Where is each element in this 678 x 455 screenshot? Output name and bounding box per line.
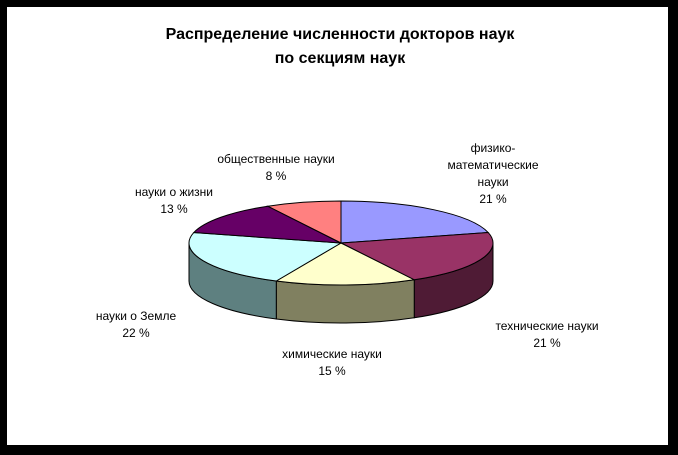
slice-percent: 8 %	[266, 169, 287, 183]
chart-title-line-2: по секциям наук	[275, 50, 406, 67]
slice-label-3: науки о Земле 22 %	[96, 309, 177, 340]
slice-label-line: математические	[447, 158, 538, 172]
slice-label-0: физико-математические науки 21 %	[447, 141, 538, 206]
pie-slice-4	[192, 205, 342, 244]
slice-percent: 21 %	[479, 192, 507, 206]
slice-label-5: общественные науки 8 %	[217, 152, 334, 183]
slice-percent: 15 %	[318, 364, 346, 378]
slice-label-line: науки	[477, 175, 508, 189]
pie-chart: Распределение численности докторов наук …	[96, 26, 599, 378]
slice-label-line: общественные науки	[217, 152, 334, 166]
slice-label-1: технические науки 21 %	[495, 319, 598, 350]
slice-label-4: науки о жизни 13 %	[135, 185, 213, 216]
slice-percent: 13 %	[160, 202, 188, 216]
pie-slice-5	[266, 200, 342, 244]
pie-slice-0	[340, 200, 490, 244]
chart-title-line-1: Распределение численности докторов наук	[166, 26, 516, 43]
slice-percent: 21 %	[533, 336, 561, 350]
slice-label-2: химические науки 15 %	[282, 347, 382, 378]
slice-label-line: технические науки	[495, 319, 598, 333]
chart-frame: Распределение численности докторов наук …	[6, 6, 669, 446]
pie-side-2	[275, 279, 415, 324]
pie-sides	[188, 242, 494, 324]
slice-label-line: науки о жизни	[135, 185, 213, 199]
pie-slice-3	[188, 232, 343, 282]
slice-percent: 22 %	[122, 326, 150, 340]
pie-slice-1	[339, 232, 494, 281]
pie-slice-2	[274, 242, 416, 286]
pie-labels: физико-математические науки 21 %технически…	[96, 141, 599, 378]
slice-label-line: химические науки	[282, 347, 382, 361]
slice-label-line: физико-	[471, 141, 516, 155]
pie-tops	[188, 200, 494, 286]
slice-label-line: науки о Земле	[96, 309, 177, 323]
